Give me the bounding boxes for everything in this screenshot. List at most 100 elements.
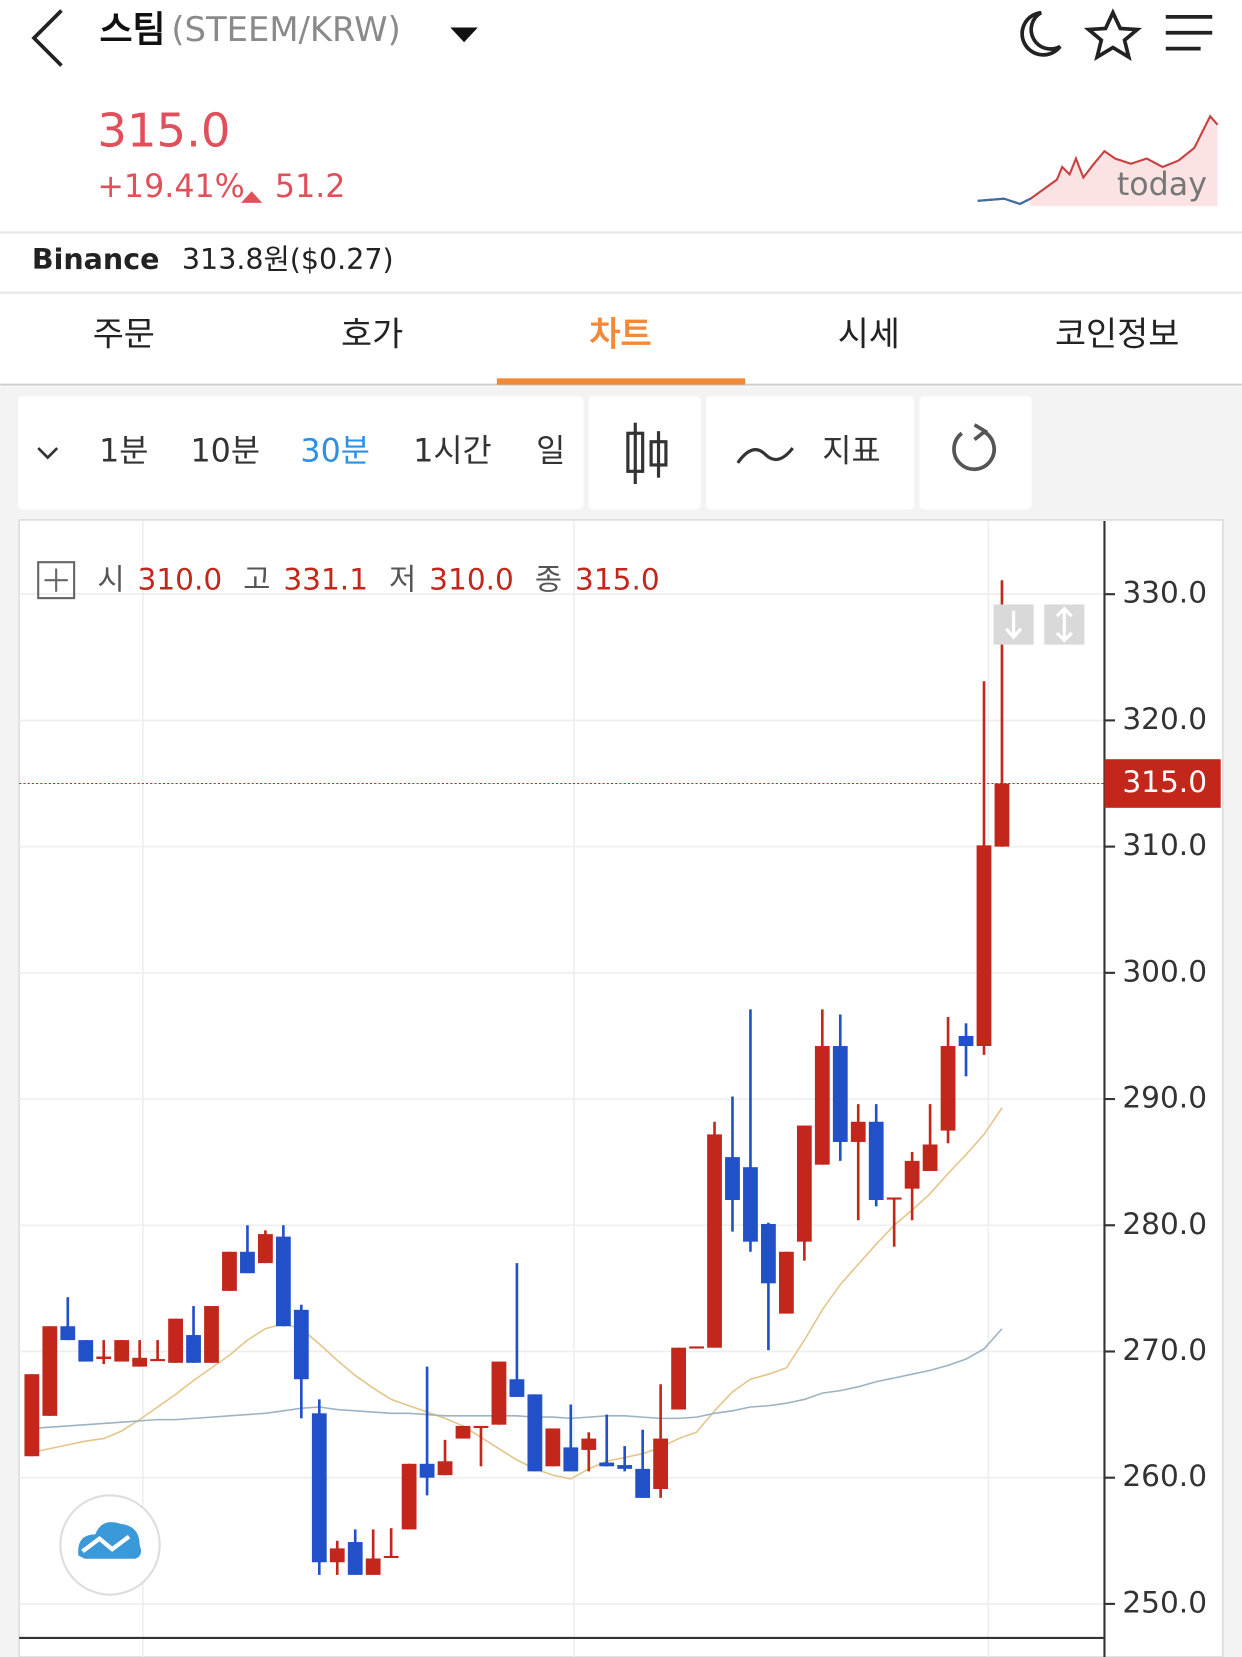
candle-body <box>42 1326 58 1416</box>
y-tick-label: 250.0 <box>1122 1585 1207 1619</box>
night-mode-icon[interactable] <box>1020 10 1062 57</box>
refresh-arrow <box>973 423 989 442</box>
interval-dropdown[interactable] <box>37 447 59 460</box>
candle-body <box>904 1160 920 1189</box>
y-tick-label: 320.0 <box>1122 702 1207 736</box>
moving-average <box>31 1328 1003 1430</box>
tab[interactable]: 호가 <box>341 315 403 354</box>
candle-body <box>311 1413 327 1563</box>
tab[interactable]: 코인정보 <box>1055 315 1179 354</box>
y-tick-label: 330.0 <box>1122 576 1207 610</box>
coin-name: 스팀 <box>99 10 165 51</box>
candle-body <box>24 1374 40 1457</box>
candle-body <box>976 845 992 1047</box>
candle-body <box>671 1347 686 1410</box>
legend-value: 331.1 <box>283 563 368 597</box>
active-tab-indicator <box>496 378 746 385</box>
candle-body <box>707 1134 722 1348</box>
change-amount: 51.2 <box>275 169 346 205</box>
candle-body <box>437 1461 453 1476</box>
candle-body <box>617 1465 633 1469</box>
candle-body <box>419 1463 435 1478</box>
interval-option[interactable]: 10분 <box>191 433 260 469</box>
candle-body <box>509 1379 525 1397</box>
legend-key: 종 <box>535 563 562 597</box>
floating-icon-line <box>81 1534 131 1554</box>
legend-value: 310.0 <box>429 563 514 597</box>
candle-body <box>814 1046 830 1165</box>
legend-key: 저 <box>389 563 416 597</box>
candle-body <box>922 1144 938 1171</box>
candle-body <box>222 1251 237 1291</box>
legend-value: 310.0 <box>138 563 223 597</box>
candle-body <box>186 1335 201 1363</box>
candle-body <box>78 1340 94 1362</box>
candle-body <box>96 1356 112 1360</box>
candle-body <box>940 1046 956 1131</box>
scale-down-icon <box>1004 610 1023 640</box>
sparkline-label: today <box>1117 167 1207 203</box>
candle-body <box>240 1251 255 1274</box>
y-tick-label: 270.0 <box>1122 1333 1207 1367</box>
tab[interactable]: 주문 <box>93 315 155 354</box>
candle-body <box>994 783 1010 847</box>
sparkline-prev <box>977 197 1031 206</box>
floating-icon <box>78 1522 142 1559</box>
candle-body <box>725 1157 740 1201</box>
candle-body <box>150 1359 166 1362</box>
moving-average <box>31 1107 1003 1480</box>
expand-icon[interactable] <box>37 561 76 600</box>
candle-body <box>868 1121 884 1201</box>
current-price-label: 315.0 <box>1122 765 1207 799</box>
interval-option[interactable]: 1시간 <box>413 433 491 469</box>
candle-icon <box>626 422 668 484</box>
menu-icon[interactable] <box>1165 15 1213 51</box>
refresh-button[interactable] <box>919 396 1032 510</box>
refresh-icon <box>952 429 996 472</box>
favorite-icon[interactable] <box>1083 8 1142 61</box>
candle-body <box>275 1236 291 1327</box>
candle-body <box>886 1197 902 1200</box>
chart-type-button[interactable] <box>588 396 701 510</box>
candle-body <box>743 1167 758 1242</box>
candle-body <box>850 1121 866 1142</box>
candle-body <box>778 1251 794 1314</box>
indicator-label[interactable]: 지표 <box>822 433 880 469</box>
candle-body <box>293 1309 309 1380</box>
exchange-price: 313.8원($0.27) <box>182 243 394 276</box>
candle-body <box>958 1035 974 1047</box>
candle-body <box>204 1306 219 1363</box>
candle-body <box>168 1318 183 1363</box>
y-tick-label: 300.0 <box>1122 954 1207 988</box>
interval-option[interactable]: 30분 <box>300 433 369 469</box>
interval-option[interactable]: 일 <box>536 433 565 469</box>
candle-body <box>473 1425 489 1429</box>
candle-body <box>527 1394 543 1472</box>
up-arrow <box>241 191 263 203</box>
y-tick-label: 260.0 <box>1122 1459 1207 1493</box>
interval-list: 1분 10분 30분 1시간 일 <box>99 433 565 469</box>
candle-body <box>258 1234 273 1264</box>
tab[interactable]: 시세 <box>838 315 900 354</box>
indicator-button[interactable] <box>706 396 915 510</box>
tab-bar: 주문 호가 차트 시세 코인정보 <box>93 315 1180 354</box>
candle-body <box>563 1447 579 1472</box>
candle-body <box>599 1462 615 1467</box>
expand-icon-plus <box>44 568 68 592</box>
interval-group <box>18 396 584 510</box>
candle-body <box>383 1555 399 1559</box>
pair-dropdown[interactable] <box>450 27 478 43</box>
candle-body <box>545 1428 561 1467</box>
legend-key: 고 <box>243 563 270 597</box>
indicator-icon <box>736 447 794 464</box>
tab[interactable]: 차트 <box>589 315 651 354</box>
candle-body <box>653 1438 669 1490</box>
candle-body <box>365 1558 381 1575</box>
interval-option[interactable]: 1분 <box>99 433 148 469</box>
candle-body <box>491 1361 507 1425</box>
legend-key: 시 <box>97 563 124 597</box>
candle-body <box>114 1340 130 1362</box>
back-button[interactable] <box>31 9 63 67</box>
